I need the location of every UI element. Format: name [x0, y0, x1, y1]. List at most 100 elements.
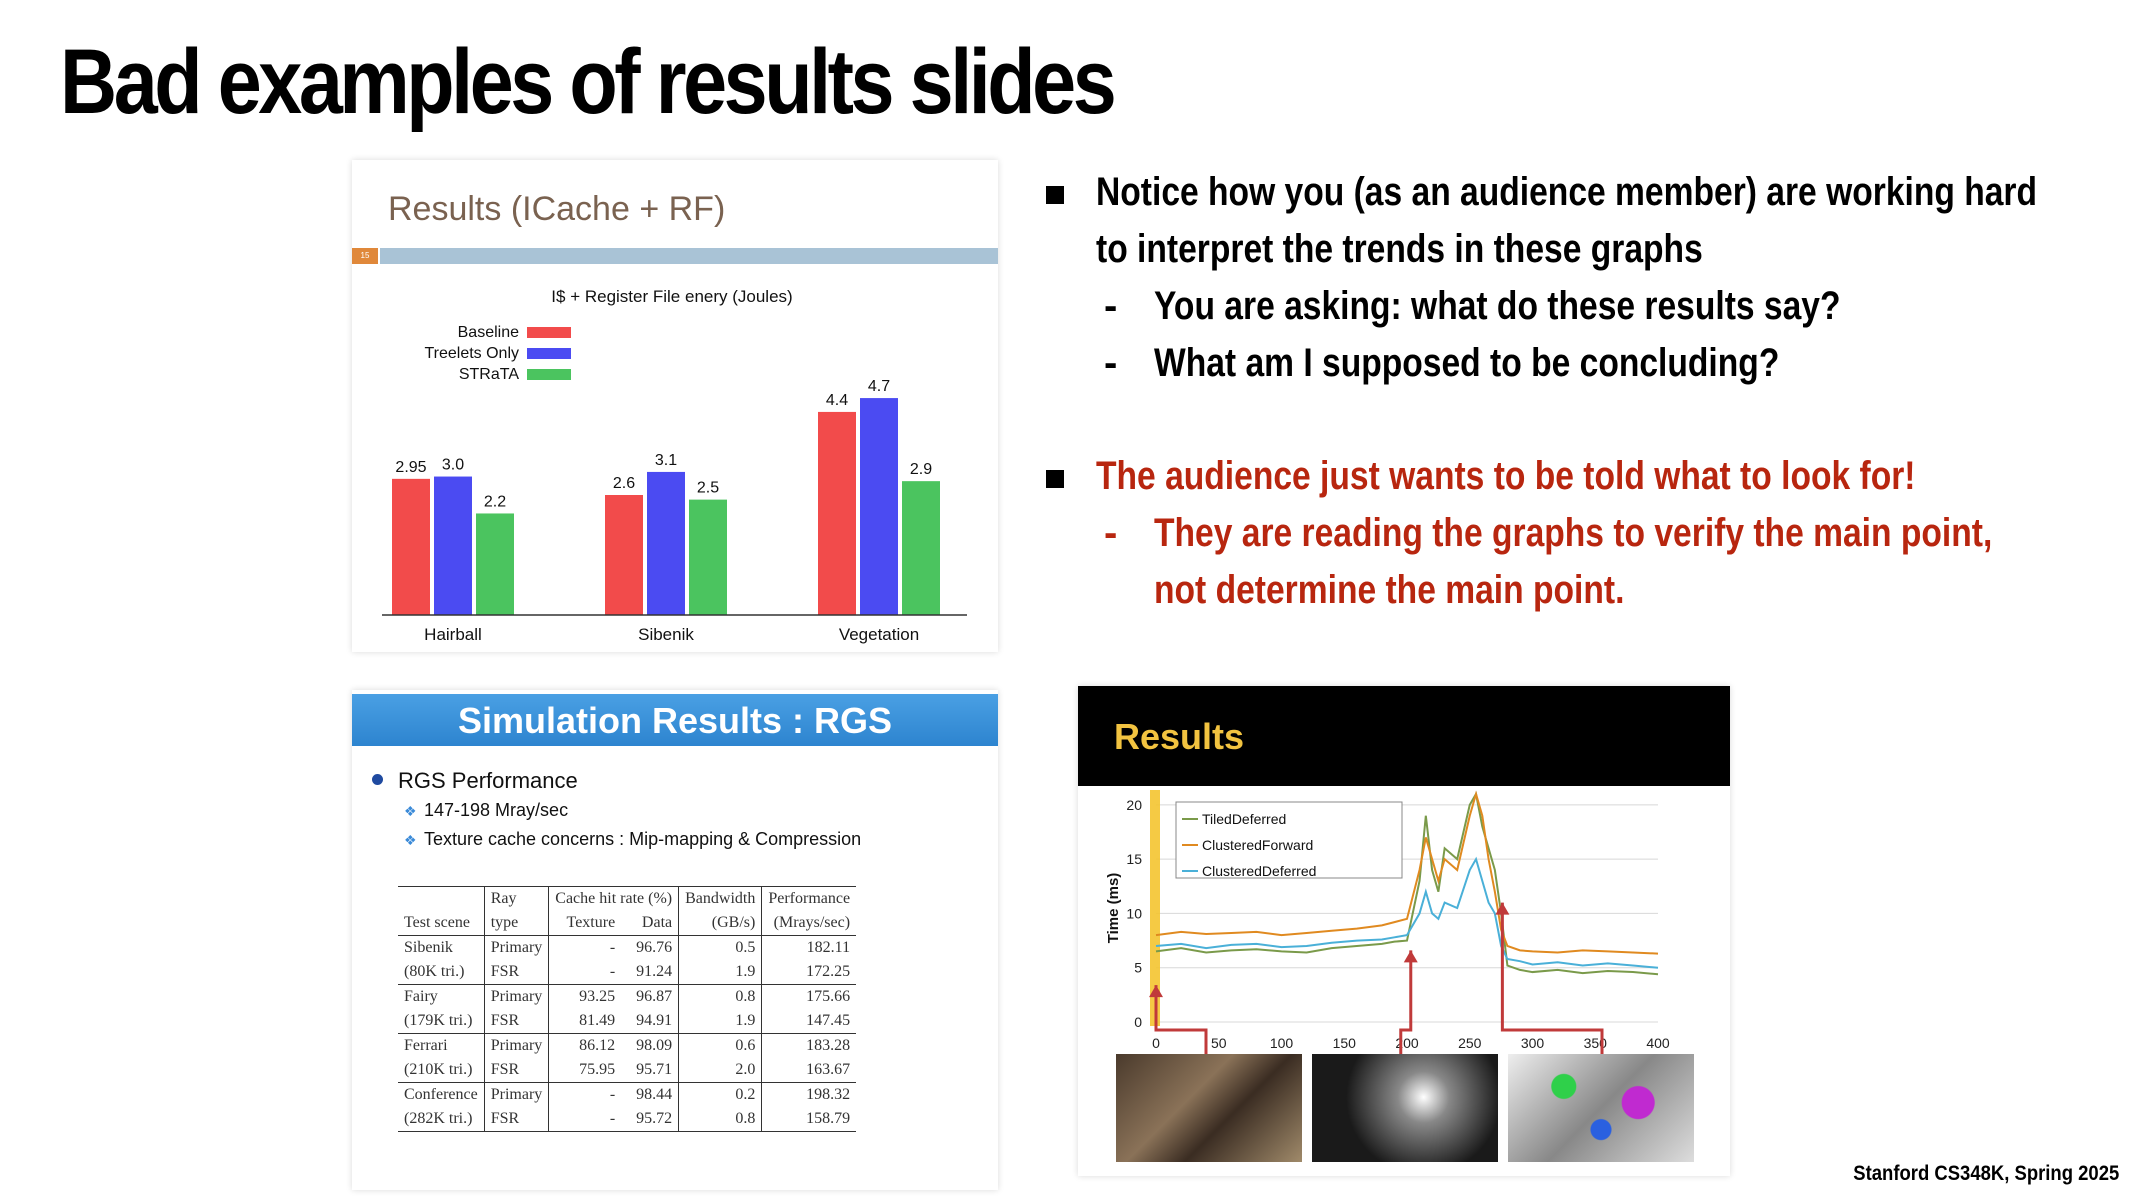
table-cell: 93.25: [548, 984, 622, 1009]
table-row: Sibenik Primary -96.76 0.5 182.11: [398, 935, 857, 960]
category-label: Sibenik: [638, 625, 694, 644]
y-tick-label: 10: [1126, 905, 1142, 921]
y-tick-label: 0: [1134, 1014, 1142, 1030]
series-line: [1155, 790, 1659, 955]
category-label: Hairball: [424, 625, 482, 644]
table-cell: 75.95: [548, 1058, 622, 1083]
legend-label: STRaTA: [459, 366, 519, 383]
bar-value-label: 3.1: [655, 452, 677, 469]
table-row: (282K tri.) FSR -95.72 0.8 158.79: [398, 1107, 857, 1132]
table-cell: FSR: [483, 960, 549, 985]
panel-3-heading: Results: [1114, 716, 1245, 757]
panel-3-header: Results: [1078, 686, 1730, 786]
table-cell: -: [548, 1107, 622, 1132]
callout-arrowhead: [1149, 985, 1163, 998]
x-tick-label: 300: [1521, 1035, 1545, 1051]
x-tick-label: 50: [1211, 1035, 1227, 1051]
bullet-list: Notice how you (as an audience member) a…: [1040, 164, 2100, 619]
bullet-1-line-2: to interpret the trends in these graphs: [1096, 227, 1703, 271]
table-header-cell: Test scene: [404, 914, 470, 931]
legend-swatch: [527, 348, 571, 359]
legend-swatch: [527, 327, 571, 338]
y-tick-label: 15: [1126, 851, 1142, 867]
bar: [476, 513, 514, 615]
table-header-cell: (GB/s): [678, 911, 762, 936]
callout-arrow: [1500, 902, 1604, 1056]
table-cell: 91.24: [636, 963, 673, 980]
table-header-cell: (Mrays/sec): [761, 911, 857, 936]
table-cell: -: [548, 1082, 622, 1107]
table-cell: 98.44: [636, 1086, 673, 1103]
results-table: Ray Cache hit rate (%) Bandwidth Perform…: [398, 886, 857, 1132]
callout-arrowhead: [1403, 950, 1418, 963]
x-tick-label: 400: [1646, 1035, 1670, 1051]
x-tick-label: 250: [1458, 1035, 1482, 1051]
bar-chart: I$ + Register File enery (Joules) Baselin…: [382, 287, 967, 644]
table-row: Conference Primary -98.44 0.2 198.32: [398, 1082, 857, 1107]
bullet-1-line-1: Notice how you (as an audience member) a…: [1096, 170, 2038, 214]
sub-bullet-3-line-2: not determine the main point.: [1154, 568, 1625, 612]
y-tick-label: 5: [1134, 960, 1142, 976]
bar: [392, 478, 430, 615]
render-thumbnail-1: [1116, 1054, 1302, 1162]
table-cell: Primary: [483, 984, 549, 1009]
table-cell: 0.8: [678, 984, 762, 1009]
table-row: (179K tri.) FSR 81.49 94.91 1.9 147.45: [398, 1009, 857, 1034]
table-cell: Primary: [483, 935, 549, 960]
table-header-row: Ray Cache hit rate (%) Bandwidth Perform…: [398, 886, 857, 912]
bar-chart-title: I$ + Register File enery (Joules): [551, 287, 792, 306]
diamond-icon: ❖: [404, 832, 417, 848]
table-cell: 96.76: [636, 939, 673, 956]
bar-value-label: 3.0: [442, 457, 464, 474]
bar: [818, 411, 856, 615]
legend-label: TiledDeferred: [1202, 811, 1286, 827]
table-header-cell: Ray: [483, 886, 549, 911]
table-cell: (282K tri.): [398, 1107, 485, 1132]
table-row: (80K tri.) FSR -91.24 1.9 172.25: [398, 960, 857, 985]
bar-value-label: 2.2: [484, 493, 506, 510]
bar-value-label: 4.7: [868, 378, 890, 395]
square-bullet-icon: [1046, 470, 1064, 488]
sub-bullet-3-line-1: They are reading the graphs to verify th…: [1154, 511, 1993, 555]
y-tick-label: 20: [1126, 797, 1142, 813]
bar: [902, 481, 940, 615]
y-axis-label: Time (ms): [1105, 873, 1122, 944]
legend-label: ClusteredDeferred: [1202, 863, 1316, 879]
diamond-icon: ❖: [404, 803, 417, 819]
table-cell: 96.87: [636, 988, 673, 1005]
table-header-cell: type: [483, 911, 549, 936]
highlight-bar: [1150, 790, 1160, 1026]
table-header-row: Test scene type Texture Data (GB/s) (Mra…: [398, 911, 857, 936]
bar: [605, 495, 643, 615]
bar-value-label: 4.4: [826, 392, 848, 409]
table-header-cell: [398, 887, 484, 912]
dash-icon: -: [1104, 511, 1118, 555]
table-cell: 2.0: [678, 1058, 762, 1083]
title-rule: [380, 248, 998, 264]
square-bullet-icon: [1046, 186, 1064, 204]
table-header-cell: Texture: [548, 911, 622, 936]
table-cell: 86.12: [548, 1033, 622, 1058]
x-tick-label: 100: [1270, 1035, 1294, 1051]
table-cell: Ferrari: [404, 1037, 448, 1054]
line-chart-slide: Results 0 5 10 15 20 0 50 100 150 200 250 300 350 400…: [1078, 686, 1730, 1176]
dash-icon: -: [1104, 284, 1118, 328]
panel-1-heading: Results (ICache + RF): [388, 190, 726, 228]
table-cell: 183.28: [761, 1033, 857, 1058]
table-row: Ferrari Primary 86.12 98.09 0.6 183.28: [398, 1033, 857, 1058]
table-slide: Simulation Results : RGS RGS Performance…: [352, 690, 998, 1190]
legend-label: Treelets Only: [424, 345, 519, 362]
x-tick-label: 0: [1152, 1035, 1160, 1051]
table-row: Fairy Primary 93.25 96.87 0.8 175.66: [398, 984, 857, 1009]
table-cell: 1.9: [678, 960, 762, 985]
table-header-cell: Bandwidth: [678, 886, 762, 911]
table-cell: Conference: [404, 1086, 478, 1103]
legend-label: Baseline: [458, 324, 519, 341]
panel-2-heading: Simulation Results : RGS: [457, 700, 893, 741]
x-tick-label: 200: [1395, 1035, 1419, 1051]
category-label: Vegetation: [839, 625, 919, 644]
bar: [647, 471, 685, 615]
table-cell: Sibenik: [404, 939, 453, 956]
legend-label: ClusteredForward: [1202, 837, 1313, 853]
